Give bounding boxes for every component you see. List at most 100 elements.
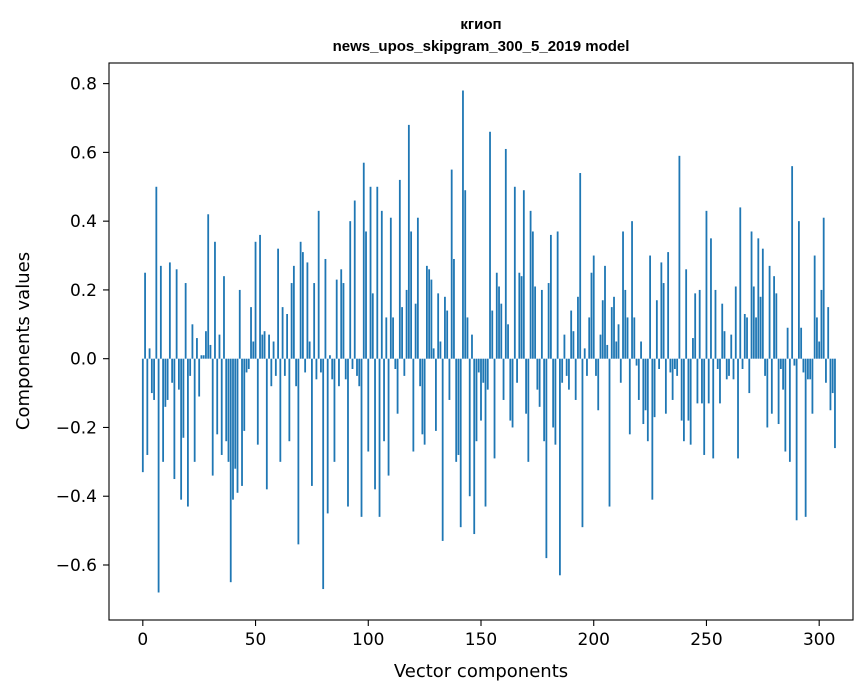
- bar-236: [673, 358, 676, 369]
- bar-194: [579, 173, 582, 359]
- bar-58: [272, 341, 275, 359]
- bar-83: [329, 355, 331, 359]
- bar-284: [782, 358, 785, 390]
- bar-272: [755, 317, 757, 359]
- x-tick-label-0: 0: [137, 630, 148, 650]
- bar-291: [797, 221, 800, 359]
- bar-138: [453, 258, 455, 359]
- bar-287: [788, 358, 791, 462]
- bar-250: [705, 210, 708, 359]
- x-tick-label-200: 200: [578, 630, 610, 650]
- bar-214: [624, 289, 627, 359]
- bar-239: [680, 358, 683, 421]
- y-axis-label: Components values: [13, 252, 34, 430]
- bar-229: [658, 358, 661, 369]
- bar-293: [802, 358, 805, 373]
- bar-201: [595, 358, 597, 376]
- bar-5: [153, 358, 155, 400]
- bar-134: [444, 296, 446, 359]
- bar-43: [238, 289, 241, 359]
- bar-302: [822, 217, 825, 359]
- bar-186: [561, 358, 564, 383]
- bar-26: [200, 355, 203, 359]
- bar-179: [545, 358, 548, 559]
- bar-208: [610, 307, 613, 359]
- bar-283: [779, 358, 782, 369]
- bar-73: [306, 262, 309, 359]
- bar-47: [247, 358, 250, 369]
- y-tick-label-3: 0.0: [70, 350, 97, 370]
- bar-52: [259, 234, 261, 359]
- bar-171: [527, 358, 530, 462]
- bar-167: [518, 272, 521, 359]
- bar-103: [374, 358, 376, 490]
- bar-235: [671, 358, 674, 400]
- bar-14: [173, 358, 176, 480]
- y-tick-label-1: −0.4: [56, 487, 97, 507]
- bar-181: [549, 234, 552, 359]
- bar-129: [432, 348, 435, 359]
- bar-227: [653, 358, 656, 418]
- bar-81: [324, 258, 327, 359]
- bar-267: [743, 313, 746, 359]
- x-tick-label-100: 100: [352, 630, 384, 650]
- bar-176: [538, 358, 541, 407]
- bar-190: [570, 310, 573, 359]
- bar-245: [694, 293, 697, 359]
- bar-125: [423, 358, 426, 445]
- bar-17: [180, 358, 183, 500]
- bar-59: [274, 358, 277, 376]
- bar-294: [804, 358, 807, 517]
- bar-48: [250, 307, 252, 359]
- bar-288: [791, 166, 794, 359]
- bar-223: [644, 358, 647, 411]
- bar-146: [471, 334, 473, 359]
- bar-22: [191, 324, 194, 359]
- bar-221: [640, 341, 642, 359]
- bar-234: [669, 358, 672, 373]
- y-tick-label-2: −0.2: [56, 418, 97, 438]
- bar-300: [818, 341, 821, 359]
- bar-145: [468, 358, 471, 497]
- y-tick-label-7: 0.8: [70, 75, 97, 95]
- bar-116: [403, 358, 406, 376]
- bar-30: [209, 344, 212, 359]
- bar-172: [529, 210, 532, 359]
- bar-248: [701, 358, 703, 404]
- bar-224: [646, 358, 649, 442]
- bar-119: [410, 231, 413, 359]
- bar-225: [649, 255, 651, 359]
- bar-281: [775, 293, 778, 359]
- bar-12: [168, 262, 171, 359]
- bar-141: [459, 358, 462, 528]
- bar-151: [482, 358, 485, 383]
- bar-286: [786, 327, 789, 359]
- bar-99: [365, 231, 367, 359]
- axis-ticks: 0 50 100 150 200 250 300 −0.6 −0.4 −0.2 0.0 0.2 0.4 0…: [56, 75, 836, 650]
- bar-11: [166, 358, 169, 400]
- bar-257: [721, 303, 724, 359]
- bar-252: [710, 238, 712, 359]
- bar-62: [281, 307, 284, 359]
- bar-169: [522, 190, 525, 359]
- bar-7: [157, 358, 160, 593]
- bar-219: [635, 358, 638, 366]
- bar-156: [493, 358, 496, 459]
- bar-118: [407, 124, 410, 359]
- bar-238: [678, 155, 681, 359]
- bar-254: [714, 289, 717, 359]
- bar-90: [344, 358, 347, 380]
- bar-161: [504, 148, 507, 359]
- bar-80: [322, 358, 325, 590]
- bar-230: [660, 262, 663, 359]
- bar-130: [435, 358, 437, 431]
- bar-61: [279, 358, 282, 462]
- bar-164: [511, 358, 514, 428]
- bar-70: [299, 241, 302, 359]
- bar-32: [214, 241, 216, 359]
- bar-277: [766, 358, 769, 428]
- bar-133: [441, 358, 444, 541]
- bar-155: [491, 310, 494, 359]
- bar-162: [507, 324, 509, 359]
